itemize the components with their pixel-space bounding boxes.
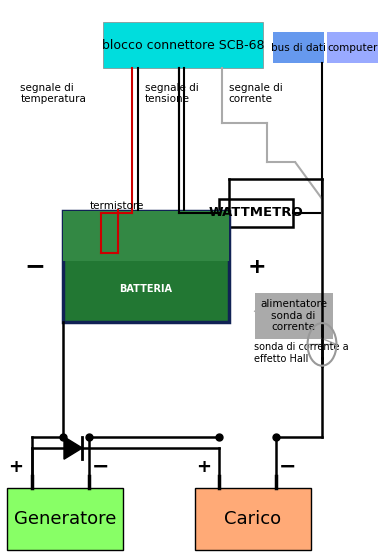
Text: computer: computer (328, 43, 378, 53)
Text: BATTERIA: BATTERIA (119, 284, 172, 294)
Text: −: − (279, 457, 296, 477)
FancyBboxPatch shape (273, 32, 324, 63)
Text: termistore: termistore (90, 201, 144, 211)
Text: segnale di
temperatura: segnale di temperatura (20, 83, 86, 105)
FancyBboxPatch shape (63, 211, 229, 261)
Text: +: + (8, 458, 23, 476)
FancyBboxPatch shape (195, 488, 311, 550)
FancyBboxPatch shape (7, 488, 123, 550)
Text: +: + (196, 458, 211, 476)
Text: segnale di
tensione: segnale di tensione (145, 83, 199, 105)
Text: blocco connettore SCB-68: blocco connettore SCB-68 (102, 39, 264, 52)
FancyBboxPatch shape (103, 22, 263, 68)
FancyBboxPatch shape (327, 32, 378, 63)
FancyBboxPatch shape (255, 293, 333, 339)
Text: segnale di
corrente: segnale di corrente (229, 83, 283, 105)
Text: −: − (24, 255, 45, 278)
Text: +: + (248, 256, 266, 277)
Text: −: − (92, 457, 109, 477)
FancyBboxPatch shape (219, 199, 293, 227)
Text: alimentatore
sonda di
corrente: alimentatore sonda di corrente (260, 299, 327, 333)
Text: WATTMETRO: WATTMETRO (209, 206, 304, 220)
Text: bus di dati: bus di dati (271, 43, 326, 53)
Text: Carico: Carico (224, 510, 281, 528)
Text: Generatore: Generatore (14, 510, 116, 528)
Text: sonda di corrente a
effetto Hall: sonda di corrente a effetto Hall (253, 342, 348, 363)
FancyBboxPatch shape (63, 211, 229, 322)
Polygon shape (64, 437, 82, 459)
